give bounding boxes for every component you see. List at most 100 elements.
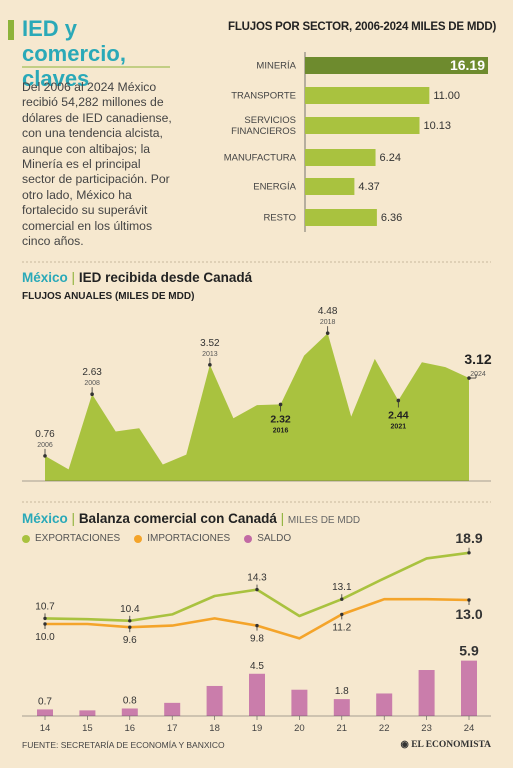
fdi-year-label: 2013 <box>202 351 218 358</box>
sector-category-label: ENERGÍA <box>253 182 296 193</box>
sector-bar <box>305 178 355 195</box>
intro-paragraph: Del 2006 al 2024 México recibió 54,282 m… <box>22 80 172 249</box>
heading-separator: | <box>71 270 79 285</box>
x-tick-label: 15 <box>82 723 93 734</box>
balance-bar <box>418 670 435 716</box>
trade-chart-heading: México | Balanza comercial con Canadá | … <box>22 511 360 526</box>
sector-bar <box>305 57 488 74</box>
trade-country: México <box>22 511 68 526</box>
fdi-year-label: 2008 <box>84 380 100 387</box>
fdi-point-marker <box>43 454 47 458</box>
fdi-value-label: 4.48 <box>318 306 338 317</box>
balance-bar <box>121 708 138 716</box>
sector-value-label: 10.13 <box>424 120 452 132</box>
fdi-point-marker <box>325 331 330 335</box>
imports-value-label: 11.2 <box>332 622 351 633</box>
title-accent-bar <box>8 20 14 40</box>
balance-bar <box>37 709 53 716</box>
fdi-year-label: 2016 <box>273 427 289 434</box>
x-tick-label: 18 <box>209 723 220 734</box>
fdi-year-label: 2021 <box>391 423 407 430</box>
sector-value-label: 16.19 <box>450 57 485 73</box>
balance-bar <box>461 660 477 716</box>
x-tick-label: 22 <box>379 723 390 734</box>
page-title: IED y comercio, claves <box>22 16 126 91</box>
imports-value-label: 9.8 <box>250 634 264 645</box>
fdi-year-label: 2018 <box>320 319 336 326</box>
imports-value-label: 9.6 <box>123 635 137 646</box>
balance-bar <box>291 689 308 716</box>
balance-value-label: 5.9 <box>459 643 479 659</box>
fdi-country: México <box>22 270 68 285</box>
exports-value-label: 10.4 <box>120 604 140 615</box>
legend-balance-label: SALDO <box>257 533 292 544</box>
fdi-chart-title: IED recibida desde Canadá <box>78 270 253 285</box>
legend-exports-swatch <box>22 534 30 543</box>
fdi-year-label: 2006 <box>37 442 53 449</box>
balance-bar <box>333 699 350 716</box>
balance-bar <box>249 673 265 716</box>
legend-exports: EXPORTACIONES <box>22 533 120 544</box>
fdi-year-label: 2024 <box>470 371 486 378</box>
legend-imports: IMPORTACIONES <box>134 533 230 544</box>
fdi-point-marker <box>208 363 212 367</box>
x-tick-label: 14 <box>40 723 51 734</box>
trade-chart-title: Balanza comercial con Canadá <box>78 511 277 526</box>
fdi-value-label: 3.12 <box>464 351 491 367</box>
sector-bar <box>305 87 430 104</box>
sector-bar <box>305 209 377 226</box>
balance-value-label: 4.5 <box>250 661 264 672</box>
fdi-value-label: 2.63 <box>82 367 102 378</box>
fdi-point-marker <box>90 392 94 397</box>
balance-bar <box>206 685 223 716</box>
sector-value-label: 4.37 <box>358 181 379 193</box>
balance-value-label: 0.7 <box>38 696 52 707</box>
brand-logo: ◉ EL ECONOMISTA <box>401 739 491 750</box>
fdi-chart-heading: México | IED recibida desde Canadá <box>22 270 252 285</box>
fdi-area <box>45 333 469 481</box>
fdi-chart-subtitle: FLUJOS ANUALES (MILES DE MDD) <box>22 291 195 302</box>
legend-balance: SALDO <box>244 533 291 544</box>
x-tick-label: 17 <box>167 723 178 734</box>
x-tick-label: 24 <box>464 723 475 734</box>
trade-line-chart: 0.7 0.8 4.5 1.8 5.9 10.7 10.4 14.3 13.1 18.9 10.0 9… <box>22 530 491 734</box>
balance-bar <box>376 693 393 716</box>
heading-separator: | <box>280 511 288 526</box>
sector-bar <box>305 149 376 166</box>
x-tick-label: 21 <box>337 723 348 734</box>
sector-category-label: TRANSPORTE <box>231 91 296 102</box>
brand-mark-icon: ◉ <box>400 740 412 750</box>
trade-chart-unit: MILES DE MDD <box>287 515 361 526</box>
sector-category-label: SERVICIOS <box>244 115 296 126</box>
imports-value-label: 13.0 <box>455 606 482 622</box>
sector-category-label: FINANCIEROS <box>231 126 296 137</box>
fdi-area-chart: 0.76 2006 2.63 2008 3.52 2013 2.32 2016 4.48 2018… <box>22 306 492 482</box>
imports-value-label: 10.0 <box>35 632 55 643</box>
trade-legend: EXPORTACIONES IMPORTACIONES SALDO <box>22 533 291 544</box>
sector-value-label: 11.00 <box>433 90 460 102</box>
sector-category-label: MINERÍA <box>256 61 296 72</box>
exports-value-label: 18.9 <box>455 530 482 546</box>
exports-value-label: 10.7 <box>35 601 55 612</box>
sector-value-label: 6.24 <box>380 152 401 164</box>
sector-bar <box>305 117 420 134</box>
fdi-value-label: 0.76 <box>35 429 55 440</box>
exports-value-label: 13.1 <box>332 582 352 593</box>
legend-exports-label: EXPORTACIONES <box>35 533 121 544</box>
exports-value-label: 14.3 <box>247 573 267 584</box>
x-tick-label: 23 <box>421 723 432 734</box>
fdi-value-label: 3.52 <box>200 338 220 349</box>
balance-value-label: 1.8 <box>335 686 349 697</box>
balance-bar <box>79 710 96 716</box>
legend-imports-label: IMPORTACIONES <box>147 533 231 544</box>
balance-value-label: 0.8 <box>123 695 137 706</box>
legend-balance-swatch <box>244 534 253 543</box>
fdi-value-label: 2.44 <box>388 409 409 421</box>
sector-bar-chart: MINERÍA 16.19 TRANSPORTE 11.00 SERVICIOSFINA… <box>224 52 488 232</box>
brand-name: EL ECONOMISTA <box>411 740 491 750</box>
balance-bar <box>164 702 181 716</box>
x-tick-label: 20 <box>294 723 305 734</box>
sector-category-label: RESTO <box>263 213 296 224</box>
x-tick-label: 19 <box>252 723 263 734</box>
